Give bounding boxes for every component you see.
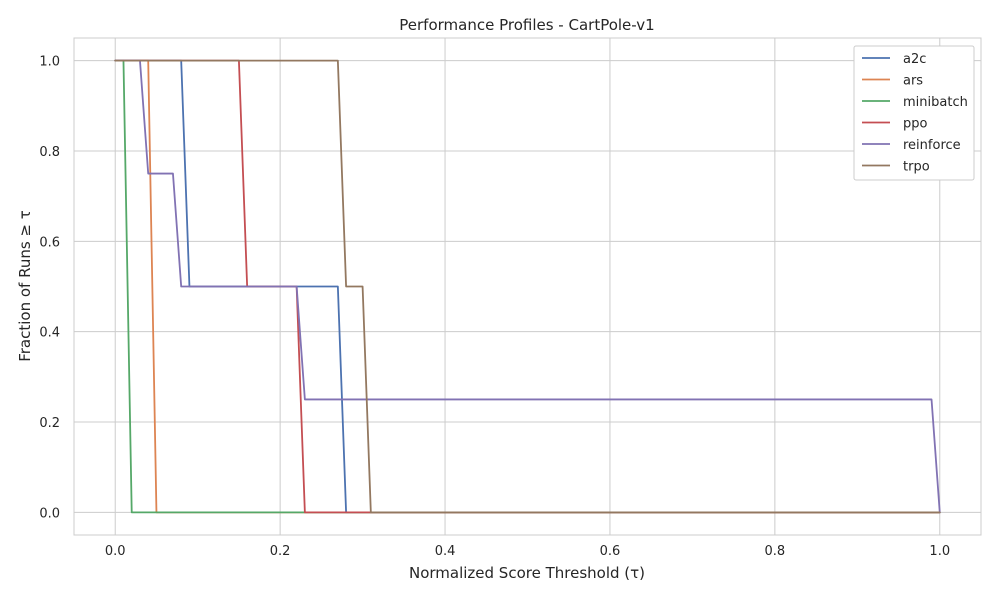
y-tick-label: 0.6 bbox=[39, 235, 60, 250]
x-tick-label: 0.6 bbox=[600, 544, 621, 559]
y-tick-label: 0.2 bbox=[39, 416, 60, 431]
x-tick-label: 0.8 bbox=[765, 544, 786, 559]
legend: a2c ars minibatch ppo reinforce trpo bbox=[853, 45, 975, 181]
y-tick-label: 0.0 bbox=[39, 506, 60, 521]
legend-label-ars: ars bbox=[903, 74, 923, 89]
x-tick-label: 1.0 bbox=[929, 544, 950, 559]
chart-title: Performance Profiles - CartPole-v1 bbox=[399, 16, 654, 34]
x-axis-title: Normalized Score Threshold (τ) bbox=[409, 564, 645, 582]
y-tick-label: 1.0 bbox=[39, 55, 60, 70]
x-tick-label: 0.0 bbox=[105, 544, 126, 559]
x-tick-label: 0.2 bbox=[270, 544, 291, 559]
y-tick-labels: 0.0 0.2 0.4 0.6 0.8 1.0 bbox=[39, 55, 60, 522]
y-tick-label: 0.8 bbox=[39, 145, 60, 160]
legend-label-ppo: ppo bbox=[903, 117, 928, 132]
legend-label-a2c: a2c bbox=[903, 52, 926, 67]
series-lines bbox=[114, 59, 941, 514]
x-tick-labels: 0.0 0.2 0.4 0.6 0.8 1.0 bbox=[105, 544, 950, 559]
y-axis-title: Fraction of Runs ≥ τ bbox=[16, 210, 34, 362]
legend-label-reinforce: reinforce bbox=[903, 138, 961, 153]
plot-frame bbox=[73, 37, 982, 536]
x-tick-label: 0.4 bbox=[435, 544, 456, 559]
legend-label-minibatch: minibatch bbox=[903, 95, 968, 110]
series-line-reinforce bbox=[114, 59, 941, 514]
legend-label-trpo: trpo bbox=[903, 160, 930, 175]
y-tick-label: 0.4 bbox=[39, 326, 60, 341]
series-line-trpo bbox=[114, 59, 941, 514]
